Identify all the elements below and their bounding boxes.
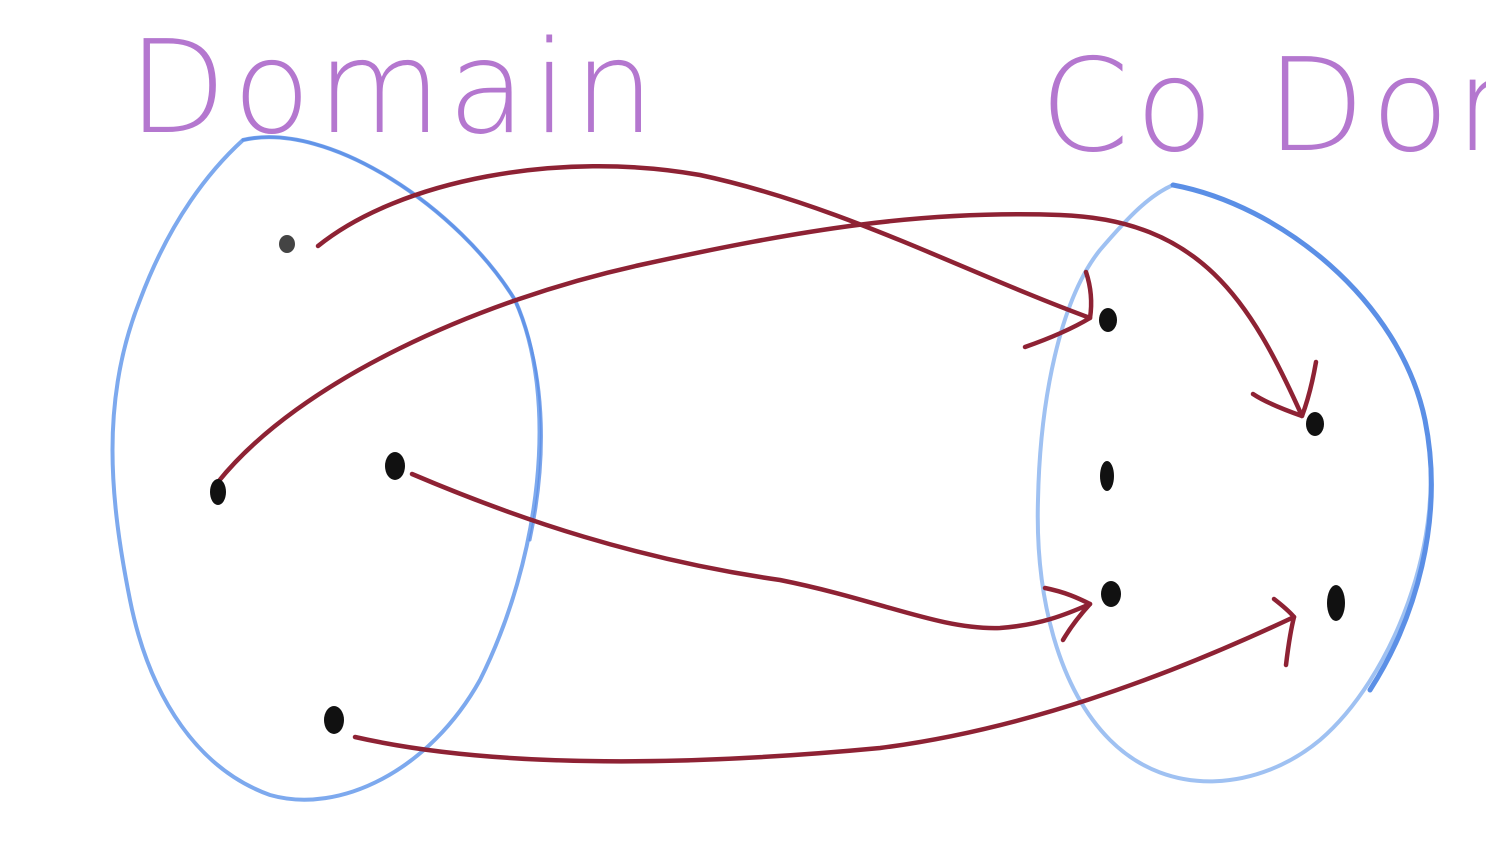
arrowhead-3: [1042, 585, 1093, 643]
mapping-arrow-2: [215, 211, 1305, 485]
domain-point-1: [279, 235, 295, 253]
arrowhead-1: [1022, 269, 1094, 350]
domain-point-4: [324, 706, 344, 734]
domain-point-2: [210, 479, 226, 505]
codomain-set-outline-accent: [1170, 182, 1434, 693]
mapping-arrow-1: [315, 163, 1093, 321]
domain-set-outline-accent: [241, 135, 543, 542]
mapping-arrow-4: [352, 614, 1297, 764]
domain-label: Domain: [128, 14, 661, 163]
mapping-arrow-3: [409, 471, 1093, 631]
codomain-point-5: [1327, 585, 1345, 621]
domain-set-outline: [110, 135, 542, 802]
codomain-point-3: [1100, 461, 1114, 491]
codomain-point-4: [1101, 581, 1121, 607]
arrowhead-4: [1271, 596, 1297, 668]
arrowhead-2: [1250, 359, 1319, 419]
codomain-set-outline: [1035, 182, 1433, 784]
codomain-point-2: [1306, 412, 1324, 436]
codomain-point-1: [1099, 308, 1117, 332]
codomain-label: Co Domain: [1040, 32, 1486, 181]
domain-point-3: [385, 452, 405, 480]
